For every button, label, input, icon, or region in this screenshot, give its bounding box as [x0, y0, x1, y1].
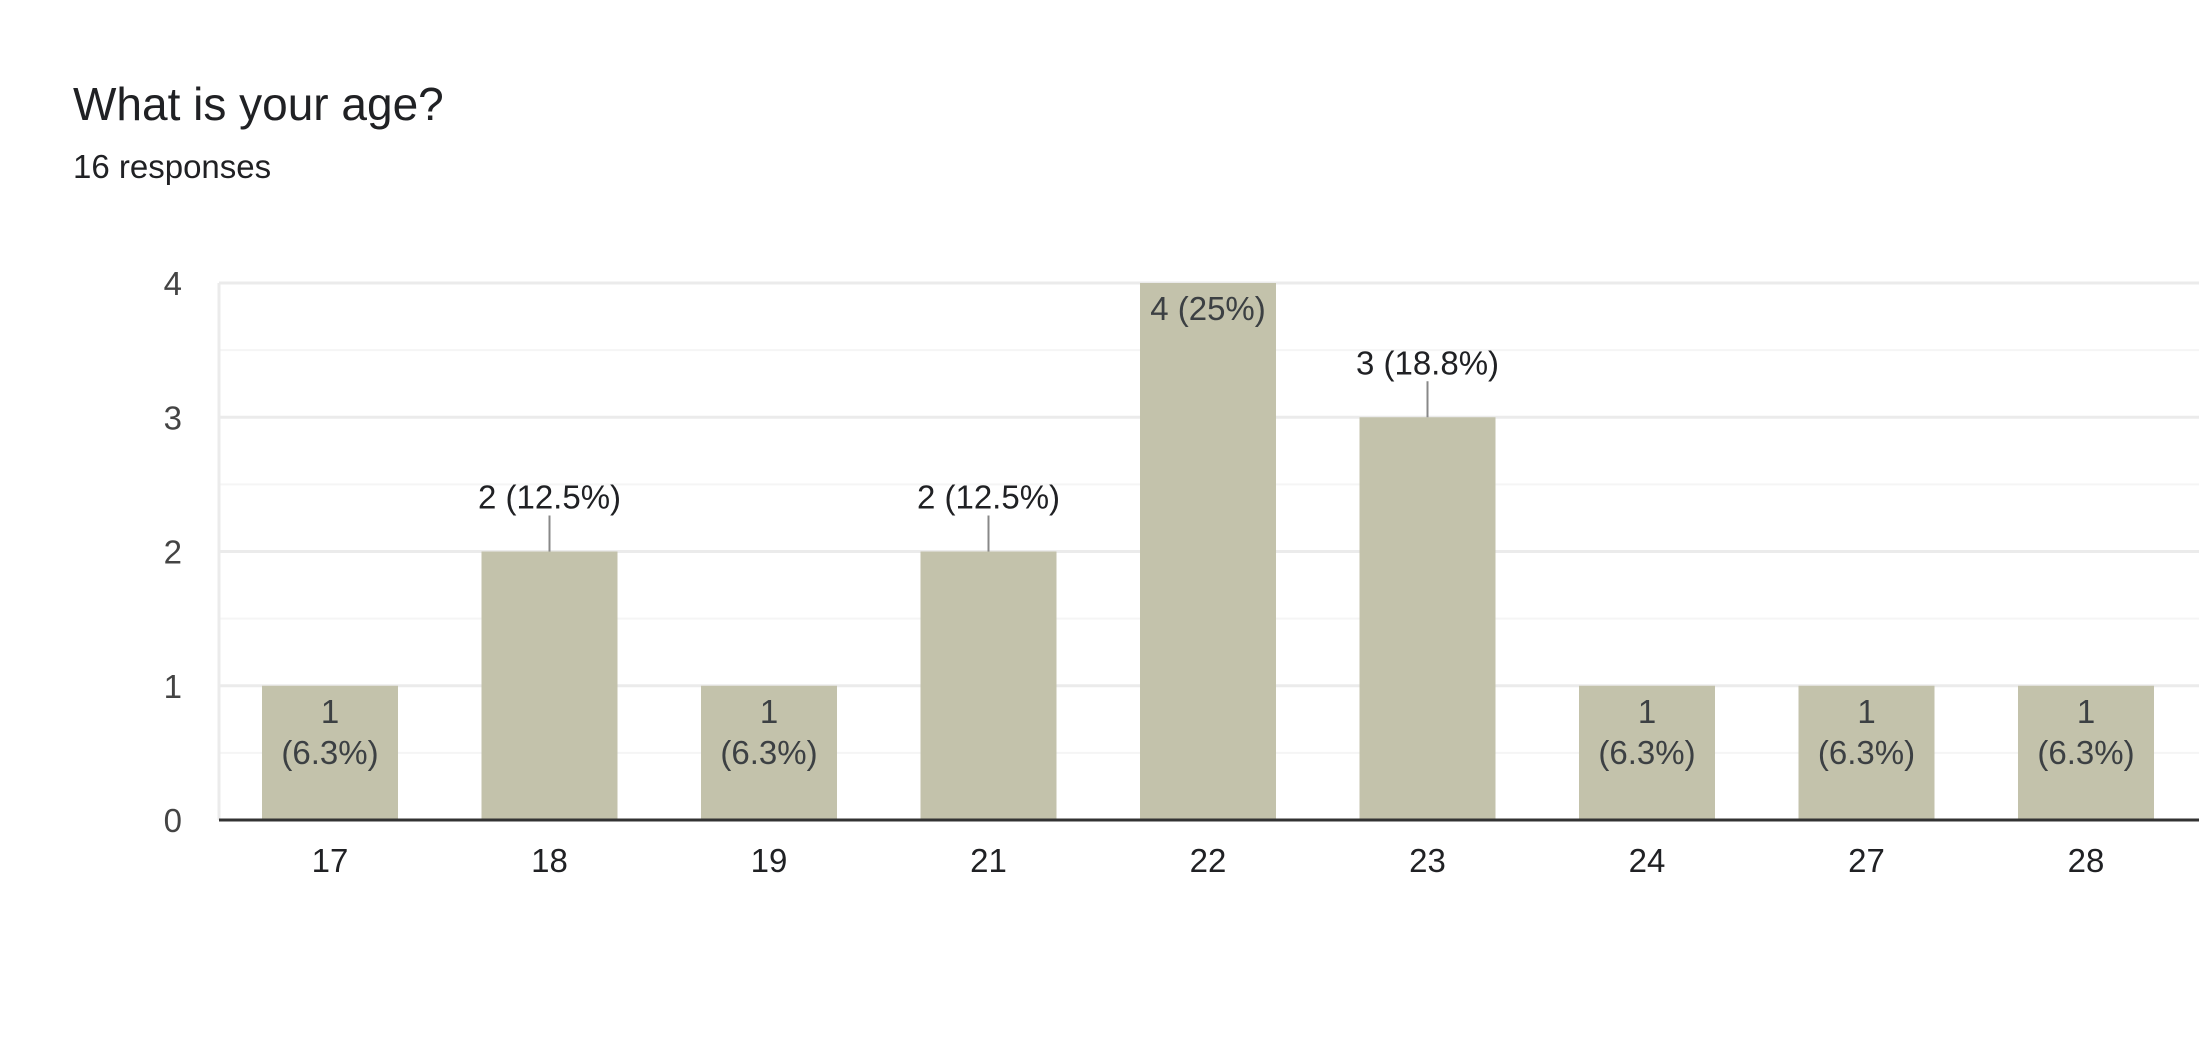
- bar: [920, 551, 1057, 820]
- question-title: What is your age?: [73, 78, 444, 130]
- data-label: 2 (12.5%): [478, 479, 621, 516]
- data-label: 1 (6.3%): [2037, 693, 2134, 771]
- data-label: 1 (6.3%): [1598, 693, 1695, 771]
- response-count: 16 responses: [73, 148, 272, 185]
- y-tick-label: 3: [164, 399, 182, 436]
- y-tick-label: 2: [164, 534, 182, 571]
- bar: [262, 685, 398, 820]
- y-tick-label: 1: [164, 668, 182, 705]
- y-tick-label: 4: [164, 265, 182, 302]
- x-tick-label: 28: [2068, 842, 2105, 879]
- x-tick-label: 21: [970, 842, 1007, 879]
- x-tick-label: 22: [1190, 842, 1227, 879]
- data-label: 4 (25%): [1150, 290, 1266, 327]
- x-tick-label: 18: [531, 842, 568, 879]
- data-label: 2 (12.5%): [917, 479, 1060, 516]
- x-tick-label: 27: [1848, 842, 1885, 879]
- bar: [1140, 283, 1276, 820]
- bar: [1359, 417, 1496, 820]
- bar: [701, 685, 837, 820]
- bar: [2018, 685, 2154, 820]
- x-tick-label: 17: [312, 842, 349, 879]
- bar: [481, 551, 618, 820]
- y-tick-label: 0: [164, 802, 182, 839]
- data-label: 1 (6.3%): [720, 693, 817, 771]
- bar: [1579, 685, 1715, 820]
- x-tick-label: 23: [1409, 842, 1446, 879]
- bar: [1798, 685, 1935, 820]
- x-tick-label: 24: [1629, 842, 1666, 879]
- x-tick-label: 19: [751, 842, 788, 879]
- data-label: 1 (6.3%): [1818, 693, 1915, 771]
- data-label: 3 (18.8%): [1356, 344, 1499, 381]
- data-label: 1 (6.3%): [281, 693, 378, 771]
